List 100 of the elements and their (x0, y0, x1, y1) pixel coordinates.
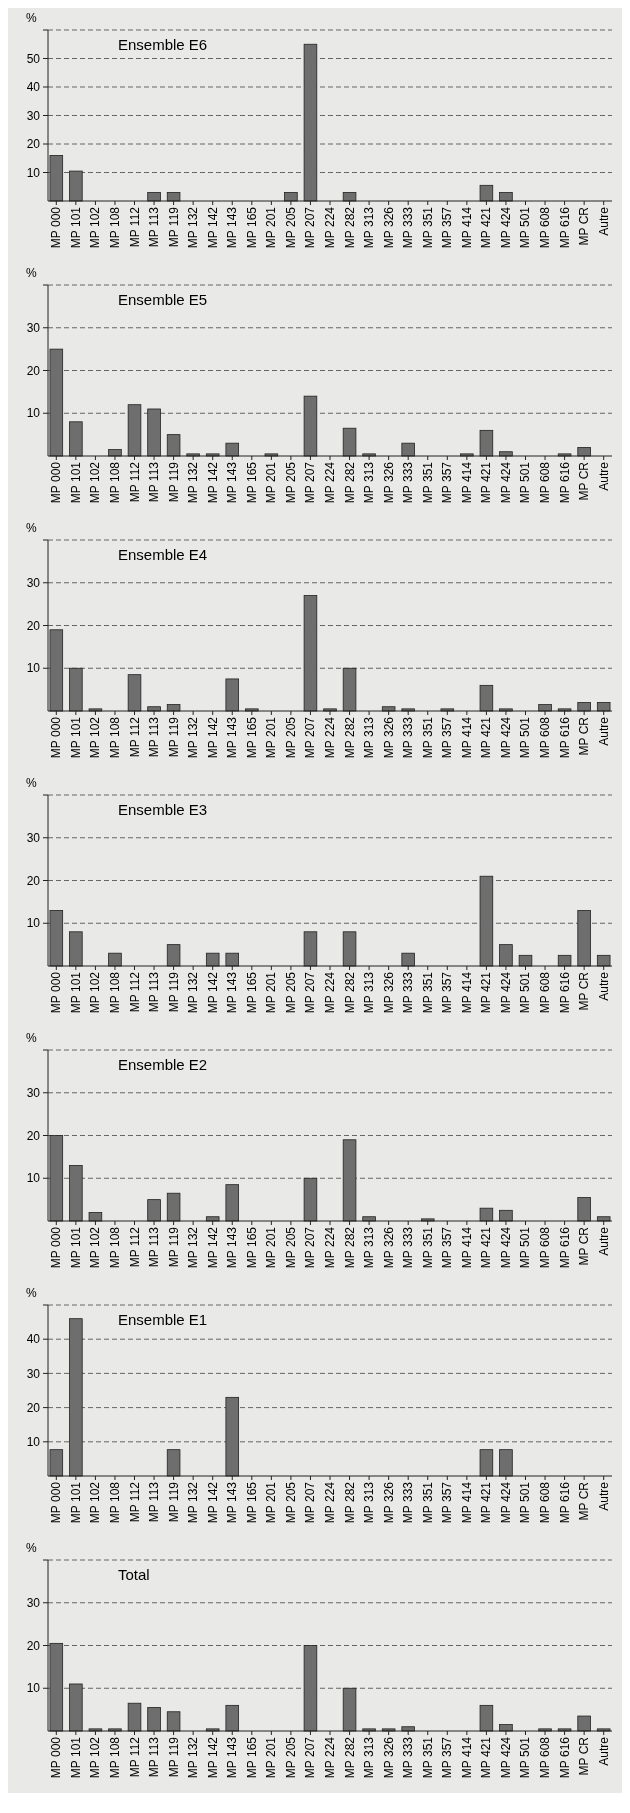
x-tick-label: MP 501 (518, 206, 533, 249)
x-tick-label: MP 108 (107, 461, 122, 504)
x-tick-label: MP 000 (49, 206, 64, 249)
x-tick-label: MP 616 (557, 1226, 572, 1269)
x-tick-label: MP 165 (244, 206, 259, 249)
x-tick-label: MP 313 (362, 206, 377, 249)
x-tick-label: MP 142 (205, 971, 220, 1014)
x-tick-label: MP 102 (88, 971, 103, 1014)
x-tick-label: MP 351 (420, 716, 435, 759)
x-tick-label: MP 207 (303, 1736, 318, 1779)
x-tick-label: MP CR (577, 1736, 592, 1776)
x-tick-label: MP 501 (518, 461, 533, 504)
x-tick-label: MP 224 (323, 971, 337, 1014)
x-tick-label: MP 333 (401, 461, 416, 504)
x-tick-label: MP 357 (440, 971, 455, 1014)
x-tick-label: MP 424 (498, 716, 513, 759)
x-tick-label: MP 112 (127, 1481, 142, 1523)
x-tick-label: MP 101 (68, 716, 83, 759)
y-tick-label: 30 (26, 1366, 41, 1381)
x-tick-label: MP 165 (244, 1481, 259, 1524)
x-tick-label: MP 132 (186, 461, 201, 504)
x-tick-label: MP 119 (166, 1481, 181, 1523)
x-tick-label: MP 224 (323, 206, 337, 249)
x-tick-label: MP 501 (518, 716, 533, 759)
x-tick-label: Autre (596, 1226, 611, 1256)
x-tick-label: MP 326 (381, 461, 396, 504)
x-tick-label: MP 108 (107, 1481, 122, 1524)
x-tick-label: MP 608 (538, 1226, 553, 1269)
x-tick-label: MP 000 (49, 1736, 64, 1779)
x-tick-label: MP 224 (323, 1226, 337, 1269)
x-tick-label: Autre (596, 461, 611, 491)
x-tick-label: MP 101 (68, 971, 83, 1014)
x-tick-label: MP 112 (127, 1736, 142, 1778)
y-tick-label: 20 (26, 1400, 41, 1415)
x-tick-label: MP 108 (107, 1736, 122, 1779)
x-tick-label: MP 414 (459, 716, 474, 759)
x-tick-label: MP 351 (420, 1736, 435, 1779)
x-tick-label: MP 333 (401, 206, 416, 249)
x-tick-label: MP 282 (342, 971, 357, 1014)
x-tick-label: MP 102 (88, 206, 103, 249)
x-tick-label: MP 608 (538, 716, 553, 759)
x-tick-label: MP 224 (323, 461, 337, 504)
x-tick-label: MP 351 (420, 206, 435, 249)
x-tick-label: MP 414 (459, 461, 474, 504)
x-tick-label: MP 119 (166, 206, 181, 248)
x-tick-label: MP 326 (381, 1736, 396, 1779)
x-tick-label: MP 101 (68, 1481, 83, 1524)
y-tick-label: 20 (26, 1128, 41, 1143)
x-tick-label: MP CR (577, 206, 592, 246)
x-tick-label: MP 142 (205, 1226, 220, 1269)
x-tick-label: MP 108 (107, 1226, 122, 1269)
x-tick-label: MP 201 (264, 1226, 279, 1269)
x-tick-label: MP 205 (283, 206, 298, 249)
x-tick-label: MP 113 (147, 1226, 162, 1268)
x-tick-label: MP 357 (440, 461, 455, 504)
y-tick-label: 10 (26, 661, 41, 676)
x-tick-label: MP 201 (264, 971, 279, 1014)
x-tick-label: MP CR (577, 716, 592, 756)
x-tick-label: MP 119 (166, 461, 181, 503)
x-tick-label: MP 282 (342, 1481, 357, 1524)
x-tick-label: MP 102 (88, 1736, 103, 1779)
x-tick-label: MP 165 (244, 461, 259, 504)
chart-title: Ensemble E6 (118, 36, 208, 53)
x-tick-label: MP 224 (323, 1736, 337, 1779)
x-tick-label: MP 313 (362, 716, 377, 759)
x-tick-label: MP 313 (362, 1226, 377, 1269)
x-tick-label: MP 112 (127, 971, 142, 1013)
x-tick-label: MP 333 (401, 1226, 416, 1269)
x-tick-label: MP 313 (362, 461, 377, 504)
x-tick-label: MP CR (577, 461, 592, 501)
x-tick-label: MP 616 (557, 461, 572, 504)
x-tick-label: MP 326 (381, 1481, 396, 1524)
x-tick-label: MP 357 (440, 1226, 455, 1269)
x-tick-label: MP 000 (49, 461, 64, 504)
x-tick-label: MP 108 (107, 971, 122, 1014)
x-tick-label: MP 108 (107, 716, 122, 759)
x-tick-label: MP 113 (147, 716, 162, 758)
x-tick-label: MP 421 (479, 1736, 494, 1779)
x-tick-label: MP 000 (49, 1481, 64, 1524)
x-tick-label: MP 608 (538, 206, 553, 249)
x-tick-label: MP 421 (479, 971, 494, 1014)
y-tick-label: 20 (26, 1638, 41, 1653)
x-tick-label: MP 357 (440, 1736, 455, 1779)
x-tick-label: MP 326 (381, 971, 396, 1014)
y-axis-title: % (26, 1541, 37, 1555)
x-tick-label: Autre (596, 206, 611, 236)
x-tick-label: MP 113 (147, 1481, 162, 1523)
x-tick-label: MP 165 (244, 971, 259, 1014)
x-tick-label: MP 357 (440, 206, 455, 249)
x-tick-label: MP 501 (518, 1481, 533, 1524)
x-tick-label: MP 207 (303, 206, 318, 249)
x-tick-label: MP 119 (166, 716, 181, 758)
x-tick-label: MP 201 (264, 206, 279, 249)
x-tick-label: Autre (596, 1736, 611, 1766)
y-tick-label: 10 (26, 1171, 41, 1186)
x-tick-label: MP 205 (283, 1481, 298, 1524)
x-tick-label: MP 616 (557, 1736, 572, 1779)
x-tick-label: MP 424 (498, 206, 513, 249)
x-tick-label: MP 282 (342, 716, 357, 759)
x-tick-label: MP 282 (342, 1226, 357, 1269)
